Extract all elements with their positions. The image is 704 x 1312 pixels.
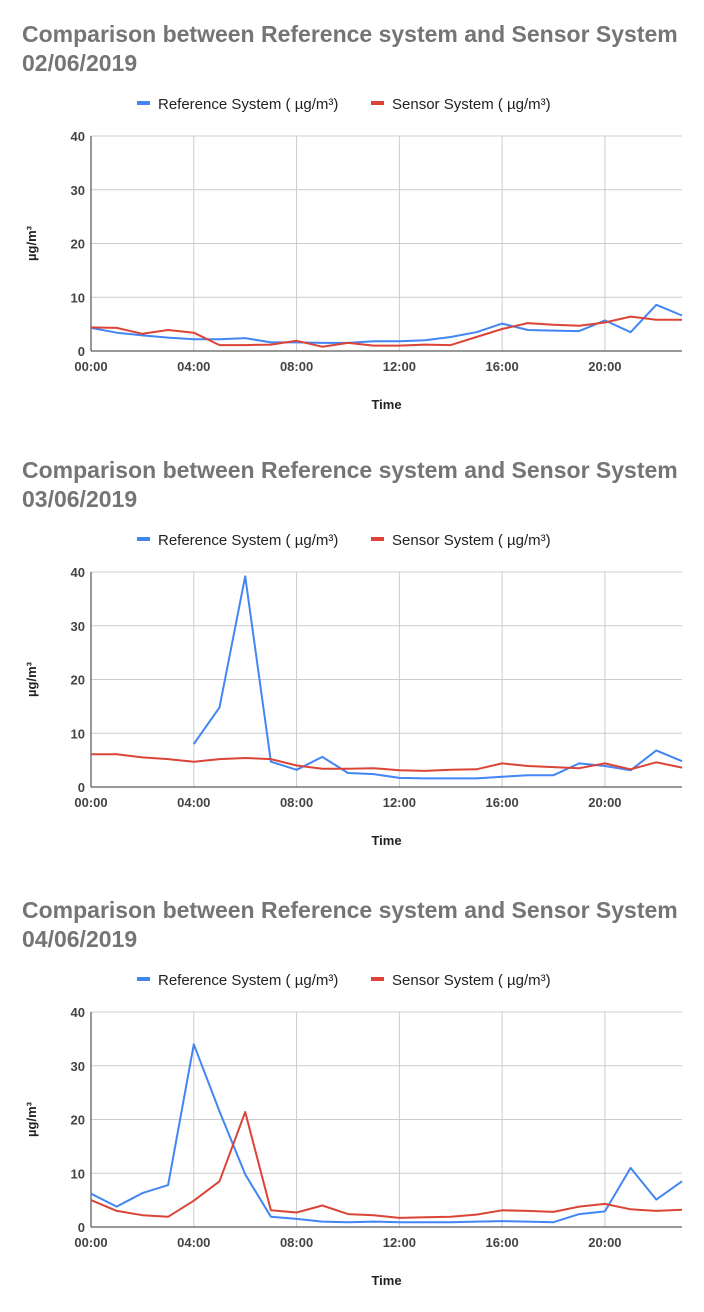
chart-day-1: Comparison between Reference system and … [0,0,704,436]
x-tick-label: 12:00 [383,1235,416,1250]
y-tick-label: 10 [71,290,85,305]
x-axis-title: Time [371,397,401,412]
reference-series-line [90,303,683,344]
legend-label: Sensor System ( µg/m³) [392,972,551,989]
x-tick-label: 04:00 [177,795,210,810]
y-axis-title: µg/m³ [24,661,39,697]
x-axis-title: Time [371,833,401,848]
y-axis-title: µg/m³ [24,1101,39,1137]
chart-svg: Reference System ( µg/m³) Sensor System (… [24,532,683,848]
sensor-series-line [90,1111,683,1219]
reference-series-line [90,1043,683,1224]
legend-label: Reference System ( µg/m³) [158,96,338,113]
chart-title: Comparison between Reference system and … [22,457,678,512]
y-tick-label: 20 [71,673,85,688]
y-tick-label: 30 [71,1059,85,1074]
legend-label: Sensor System ( µg/m³) [392,96,551,113]
chart-title: Comparison between Reference system and … [22,897,678,952]
x-tick-label: 20:00 [588,795,621,810]
y-tick-label: 0 [78,344,85,359]
y-tick-label: 40 [71,129,85,144]
legend-swatch [137,977,150,981]
x-tick-label: 16:00 [486,795,519,810]
legend-label: Reference System ( µg/m³) [158,532,338,549]
x-tick-label: 04:00 [177,359,210,374]
x-tick-label: 00:00 [74,359,107,374]
y-tick-label: 0 [78,1220,85,1235]
x-tick-label: 00:00 [74,795,107,810]
y-tick-label: 30 [71,183,85,198]
y-tick-label: 20 [71,237,85,252]
chart-day-2: Comparison between Reference system and … [0,436,704,872]
x-tick-label: 08:00 [280,795,313,810]
x-tick-label: 20:00 [588,359,621,374]
x-tick-label: 04:00 [177,1235,210,1250]
x-tick-label: 00:00 [74,1235,107,1250]
x-axis-title: Time [371,1273,401,1288]
x-tick-label: 16:00 [486,1235,519,1250]
y-tick-label: 10 [71,1166,85,1181]
legend-swatch [371,537,384,541]
x-tick-label: 08:00 [280,359,313,374]
chart-title: Comparison between Reference system and … [22,21,678,76]
x-tick-label: 12:00 [383,795,416,810]
legend-swatch [137,101,150,105]
chart-day-3: Comparison between Reference system and … [0,876,704,1312]
x-tick-label: 12:00 [383,359,416,374]
reference-series-line [192,575,683,780]
legend-label: Sensor System ( µg/m³) [392,532,551,549]
y-axis-title: µg/m³ [24,225,39,261]
x-tick-label: 20:00 [588,1235,621,1250]
legend-swatch [371,977,384,981]
chart-svg: Reference System ( µg/m³) Sensor System (… [24,972,683,1288]
y-tick-label: 30 [71,619,85,634]
y-tick-label: 40 [71,1005,85,1020]
legend-swatch [371,101,384,105]
x-tick-label: 16:00 [486,359,519,374]
y-tick-label: 20 [71,1113,85,1128]
legend-swatch [137,537,150,541]
sensor-series-line [91,753,683,772]
y-tick-label: 40 [71,565,85,580]
x-tick-label: 08:00 [280,1235,313,1250]
chart-svg: Reference System ( µg/m³) Sensor System (… [24,96,683,412]
y-tick-label: 0 [78,780,85,795]
y-tick-label: 10 [71,726,85,741]
sensor-series-line [90,315,682,348]
legend-label: Reference System ( µg/m³) [158,972,338,989]
